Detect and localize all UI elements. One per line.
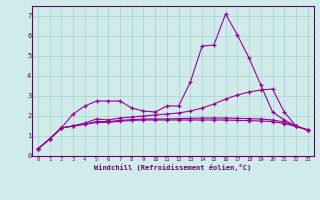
X-axis label: Windchill (Refroidissement éolien,°C): Windchill (Refroidissement éolien,°C) [94, 164, 252, 171]
